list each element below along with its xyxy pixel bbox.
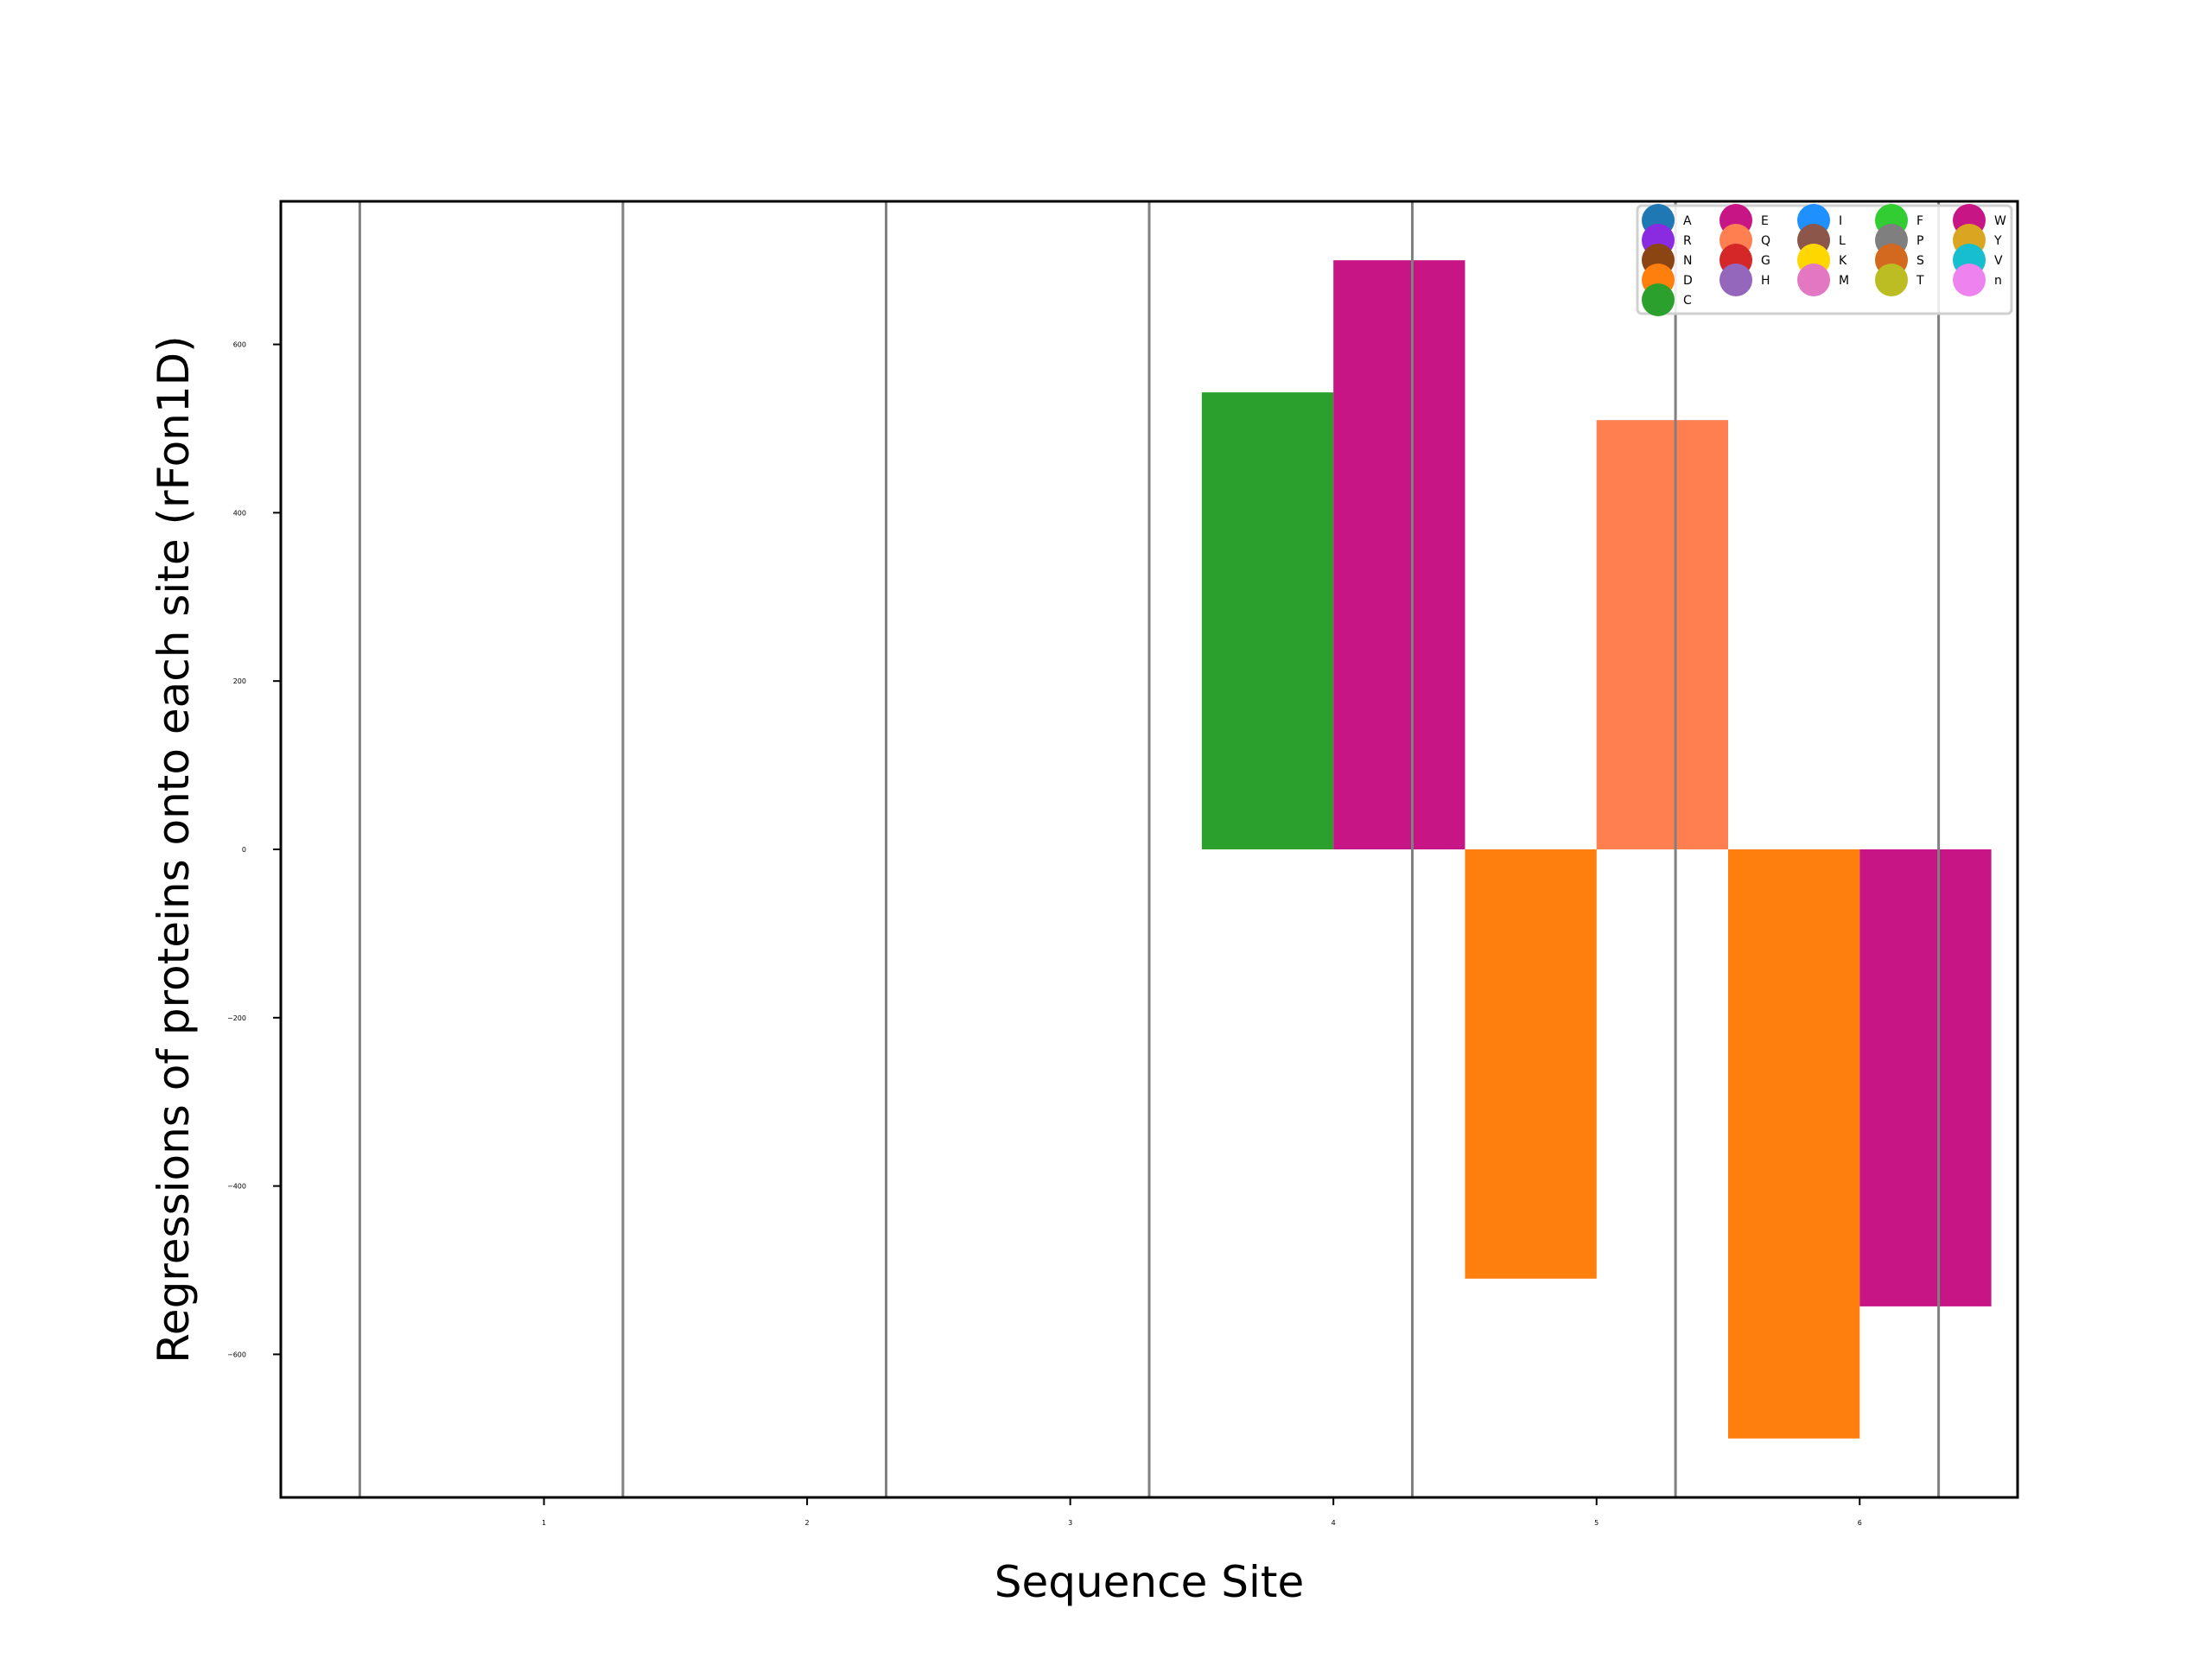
x-tick-label: 2 xyxy=(805,1519,810,1527)
x-tick-label: 4 xyxy=(1332,1519,1336,1527)
legend-label-Q: Q xyxy=(1761,234,1770,248)
y-tick-label: 0 xyxy=(242,846,246,854)
y-tick-label: 200 xyxy=(233,677,246,685)
legend-label-W: W xyxy=(1994,214,2006,228)
x-tick-label: 1 xyxy=(542,1519,546,1527)
y-tick-label: −600 xyxy=(227,1351,246,1358)
y-tick-label: −200 xyxy=(227,1014,246,1022)
bar-site-5-D xyxy=(1465,849,1597,1279)
legend-marker-T xyxy=(1875,264,1908,296)
bar-site-4-E xyxy=(1333,260,1465,849)
legend-label-E: E xyxy=(1761,214,1769,228)
x-tick-label: 5 xyxy=(1594,1519,1599,1527)
legend-label-C: C xyxy=(1683,294,1692,308)
legend-label-V: V xyxy=(1994,254,2003,268)
legend-marker-n xyxy=(1953,264,1986,296)
legend-marker-M xyxy=(1797,264,1830,296)
legend-label-K: K xyxy=(1839,254,1847,268)
x-tick-label: 3 xyxy=(1068,1519,1072,1527)
bar-site-4-C xyxy=(1201,392,1334,850)
bar-site-6-E xyxy=(1859,849,1992,1306)
y-axis-label: Regressions of proteins onto each site (… xyxy=(149,335,199,1363)
x-tick-label: 6 xyxy=(1858,1519,1862,1527)
legend-label-R: R xyxy=(1683,234,1692,248)
legend-label-P: P xyxy=(1916,234,1923,248)
legend-label-N: N xyxy=(1683,254,1692,268)
legend-label-D: D xyxy=(1683,274,1693,288)
legend-marker-C xyxy=(1642,283,1675,316)
bar-site-5-Q xyxy=(1596,420,1728,849)
legend-label-H: H xyxy=(1761,274,1770,288)
legend-label-F: F xyxy=(1916,214,1923,228)
plot-area xyxy=(358,201,1992,1497)
legend-label-T: T xyxy=(1916,274,1924,288)
bar-site-6-D xyxy=(1728,849,1860,1439)
y-tick-label: −400 xyxy=(227,1183,246,1191)
y-tick-label: 600 xyxy=(233,341,246,349)
legend-label-A: A xyxy=(1683,214,1692,228)
legend-label-I: I xyxy=(1839,214,1842,228)
legend-label-M: M xyxy=(1839,274,1849,288)
x-axis-label: Sequence Site xyxy=(995,1557,1305,1607)
y-tick-label: 400 xyxy=(233,509,246,517)
legend-label-n: n xyxy=(1994,274,2002,288)
legend-label-L: L xyxy=(1839,234,1846,248)
axis-ticks: 1 2 3 4 5 6 600 400 200 0 −200 −400 −600 xyxy=(227,341,1862,1527)
legend-label-S: S xyxy=(1916,254,1924,268)
legend-marker-H xyxy=(1719,264,1752,296)
legend-label-Y: Y xyxy=(1993,234,2002,248)
legend-label-G: G xyxy=(1761,254,1770,268)
